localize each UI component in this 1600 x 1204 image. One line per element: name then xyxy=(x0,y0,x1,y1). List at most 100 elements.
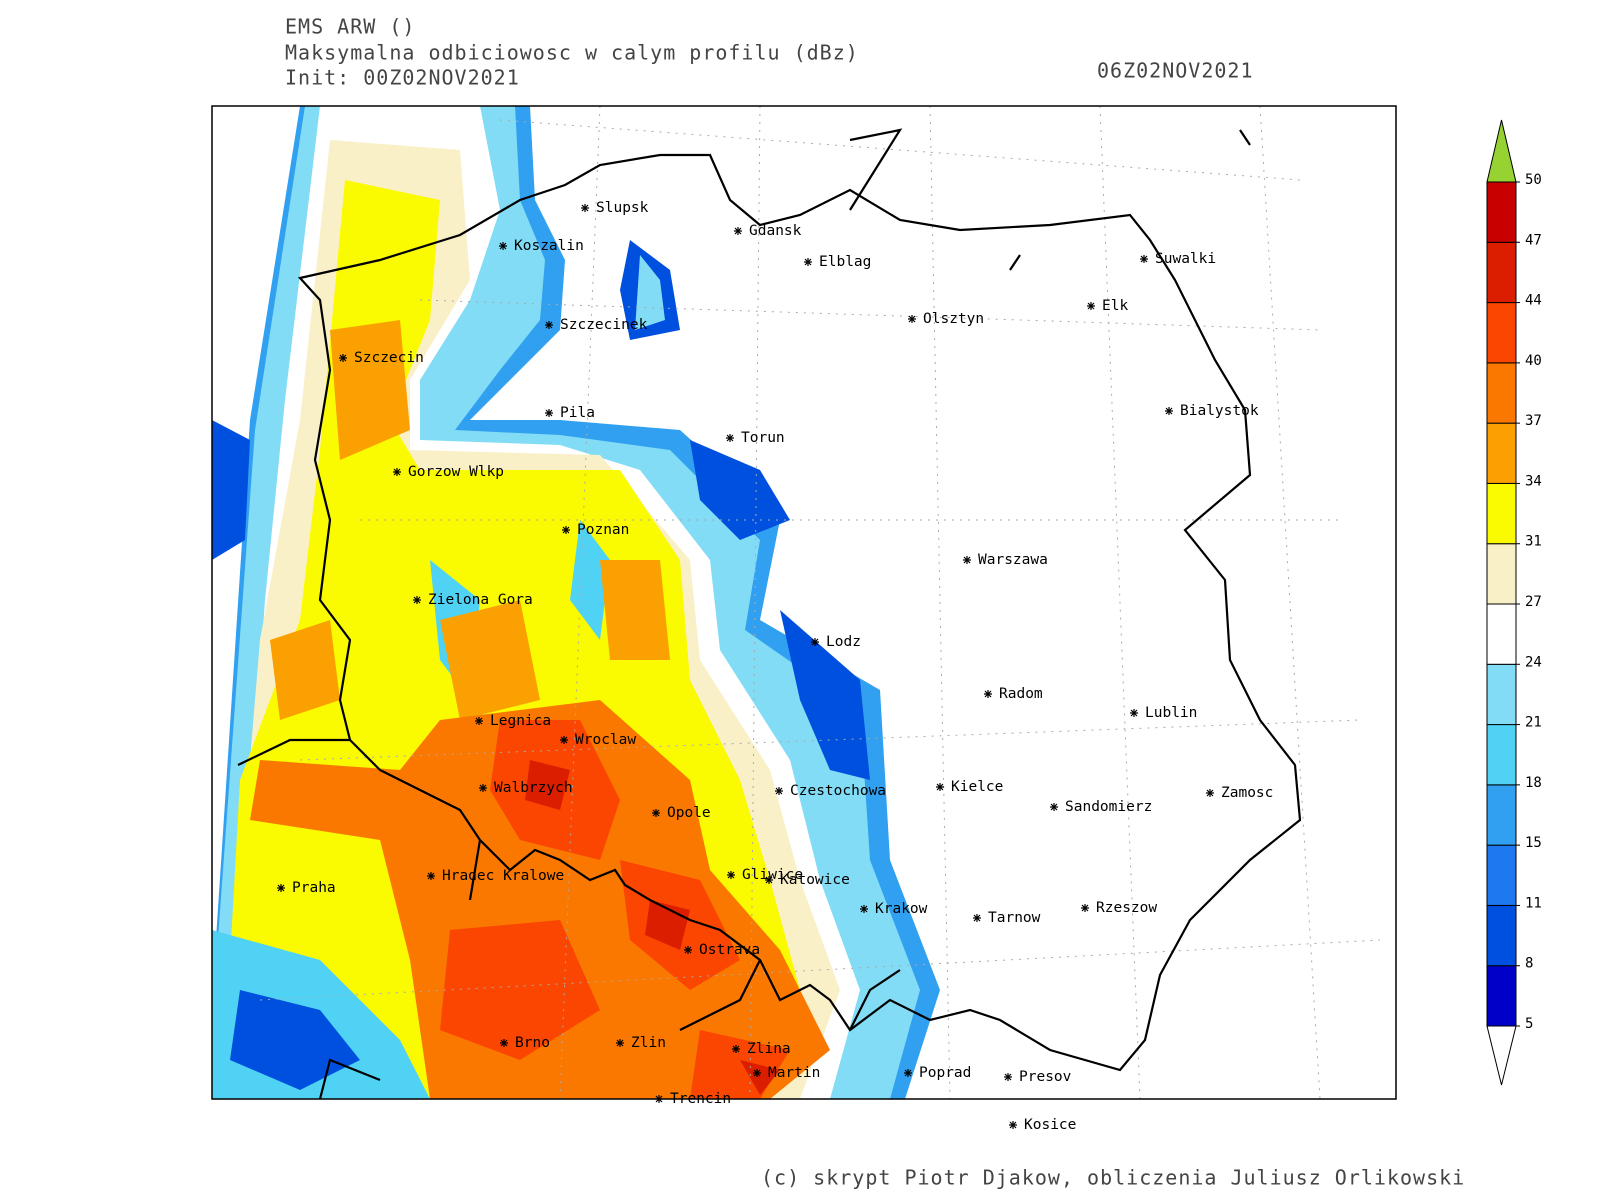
colorbar-label: 5 xyxy=(1525,1016,1533,1032)
city-label: Zlin xyxy=(631,1035,666,1051)
city-label: Pila xyxy=(560,405,595,421)
footer: (c) skrypt Piotr Djakow, obliczenia Juli… xyxy=(761,1166,1465,1190)
city-marker xyxy=(1050,803,1058,811)
city-marker xyxy=(775,787,783,795)
colorbar-box xyxy=(1486,844,1517,906)
city-label: Sandomierz xyxy=(1065,799,1152,815)
city-marker xyxy=(339,354,347,362)
city-marker xyxy=(684,946,692,954)
city-marker xyxy=(908,315,916,323)
city-label: Slupsk xyxy=(596,200,649,216)
city-label: Elk xyxy=(1102,298,1128,314)
city-label: Tarnow xyxy=(988,910,1041,926)
colorbar-label: 27 xyxy=(1525,594,1542,610)
city-marker xyxy=(765,876,773,884)
city-label: Trencin xyxy=(670,1091,731,1107)
colorbar-over xyxy=(1486,119,1517,183)
city-labels: Slupsk Koszalin Gdansk Elblag Suwalki Elk Olsz… xyxy=(277,200,1273,1133)
city-label: Krakow xyxy=(875,901,928,917)
city-label: Zlina xyxy=(747,1041,791,1057)
city-marker xyxy=(860,905,868,913)
city-marker xyxy=(652,809,660,817)
city-label: Kosice xyxy=(1024,1117,1076,1133)
city-marker xyxy=(545,409,553,417)
city-label: Legnica xyxy=(490,713,551,729)
city-marker xyxy=(581,204,589,212)
city-marker xyxy=(1087,302,1095,310)
city-marker xyxy=(753,1069,761,1077)
city-marker xyxy=(1004,1073,1012,1081)
colorbar-label: 34 xyxy=(1525,473,1542,489)
city-marker xyxy=(973,914,981,922)
colorbar-label: 44 xyxy=(1525,293,1542,309)
colorbar-box xyxy=(1486,362,1517,424)
colorbar: 5 8 11 15 18 21 24 27 31 34 37 40 44 47 50 xyxy=(1486,119,1542,1086)
city-marker xyxy=(475,717,483,725)
city-label: Opole xyxy=(667,805,711,821)
colorbar-label: 40 xyxy=(1525,353,1542,369)
city-label: Szczecinek xyxy=(560,317,648,333)
city-marker xyxy=(1081,904,1089,912)
city-label: Gdansk xyxy=(749,223,802,239)
city-label: Walbrzych xyxy=(494,780,573,796)
city-label: Zamosc xyxy=(1221,785,1273,801)
colorbar-box xyxy=(1486,663,1517,726)
colorbar-box xyxy=(1486,422,1517,484)
city-marker xyxy=(545,321,553,329)
city-marker xyxy=(655,1095,663,1103)
city-label: Suwalki xyxy=(1155,251,1216,267)
city-marker xyxy=(393,468,401,476)
city-label: Olsztyn xyxy=(923,311,984,327)
colorbar-box xyxy=(1486,482,1517,545)
city-marker xyxy=(616,1039,624,1047)
city-label: Lublin xyxy=(1145,705,1197,721)
city-marker xyxy=(727,871,735,879)
city-label: Kielce xyxy=(951,779,1003,795)
valid-time: 06Z02NOV2021 xyxy=(1097,59,1254,83)
city-marker xyxy=(427,872,435,880)
city-label: Katowice xyxy=(780,872,850,888)
colorbar-box xyxy=(1486,603,1517,665)
model-title: EMS ARW () xyxy=(285,15,415,39)
city-marker xyxy=(560,736,568,744)
map-frame xyxy=(211,105,1397,1100)
city-label: Praha xyxy=(292,880,336,896)
city-marker xyxy=(936,783,944,791)
colorbar-label: 15 xyxy=(1525,835,1542,851)
colorbar-label: 24 xyxy=(1525,654,1542,670)
city-label: Warszawa xyxy=(978,552,1048,568)
borders xyxy=(237,128,1302,1099)
city-label: Ostrava xyxy=(699,942,760,958)
city-label: Gorzow Wlkp xyxy=(408,464,504,480)
city-marker xyxy=(734,227,742,235)
colorbar-label: 31 xyxy=(1525,534,1542,550)
city-label: Szczecin xyxy=(354,350,424,366)
city-label: Radom xyxy=(999,686,1043,702)
city-marker xyxy=(1130,709,1138,717)
city-label: Lodz xyxy=(826,634,861,650)
field-title: Maksymalna odbiciowosc w calym profilu (… xyxy=(285,41,859,65)
colorbar-under xyxy=(1486,1025,1517,1086)
city-label: Torun xyxy=(741,430,785,446)
init-time: Init: 00Z02NOV2021 xyxy=(285,66,520,90)
colorbar-label: 47 xyxy=(1525,232,1542,248)
colorbar-label: 8 xyxy=(1525,956,1533,972)
city-marker xyxy=(277,884,285,892)
city-marker xyxy=(963,556,971,564)
city-marker xyxy=(811,638,819,646)
colorbar-box xyxy=(1486,302,1517,364)
city-marker xyxy=(726,434,734,442)
city-marker xyxy=(562,526,570,534)
city-marker xyxy=(732,1045,740,1053)
city-marker xyxy=(1206,789,1214,797)
colorbar-label: 21 xyxy=(1525,715,1542,731)
city-marker xyxy=(479,784,487,792)
city-label: Brno xyxy=(515,1035,550,1051)
city-label: Gliwice xyxy=(742,867,803,883)
city-label: Martin xyxy=(768,1065,820,1081)
colorbar-box xyxy=(1486,181,1517,243)
city-label: Bialystok xyxy=(1180,403,1259,419)
colorbar-box xyxy=(1486,784,1517,846)
colorbar-box xyxy=(1486,241,1517,304)
